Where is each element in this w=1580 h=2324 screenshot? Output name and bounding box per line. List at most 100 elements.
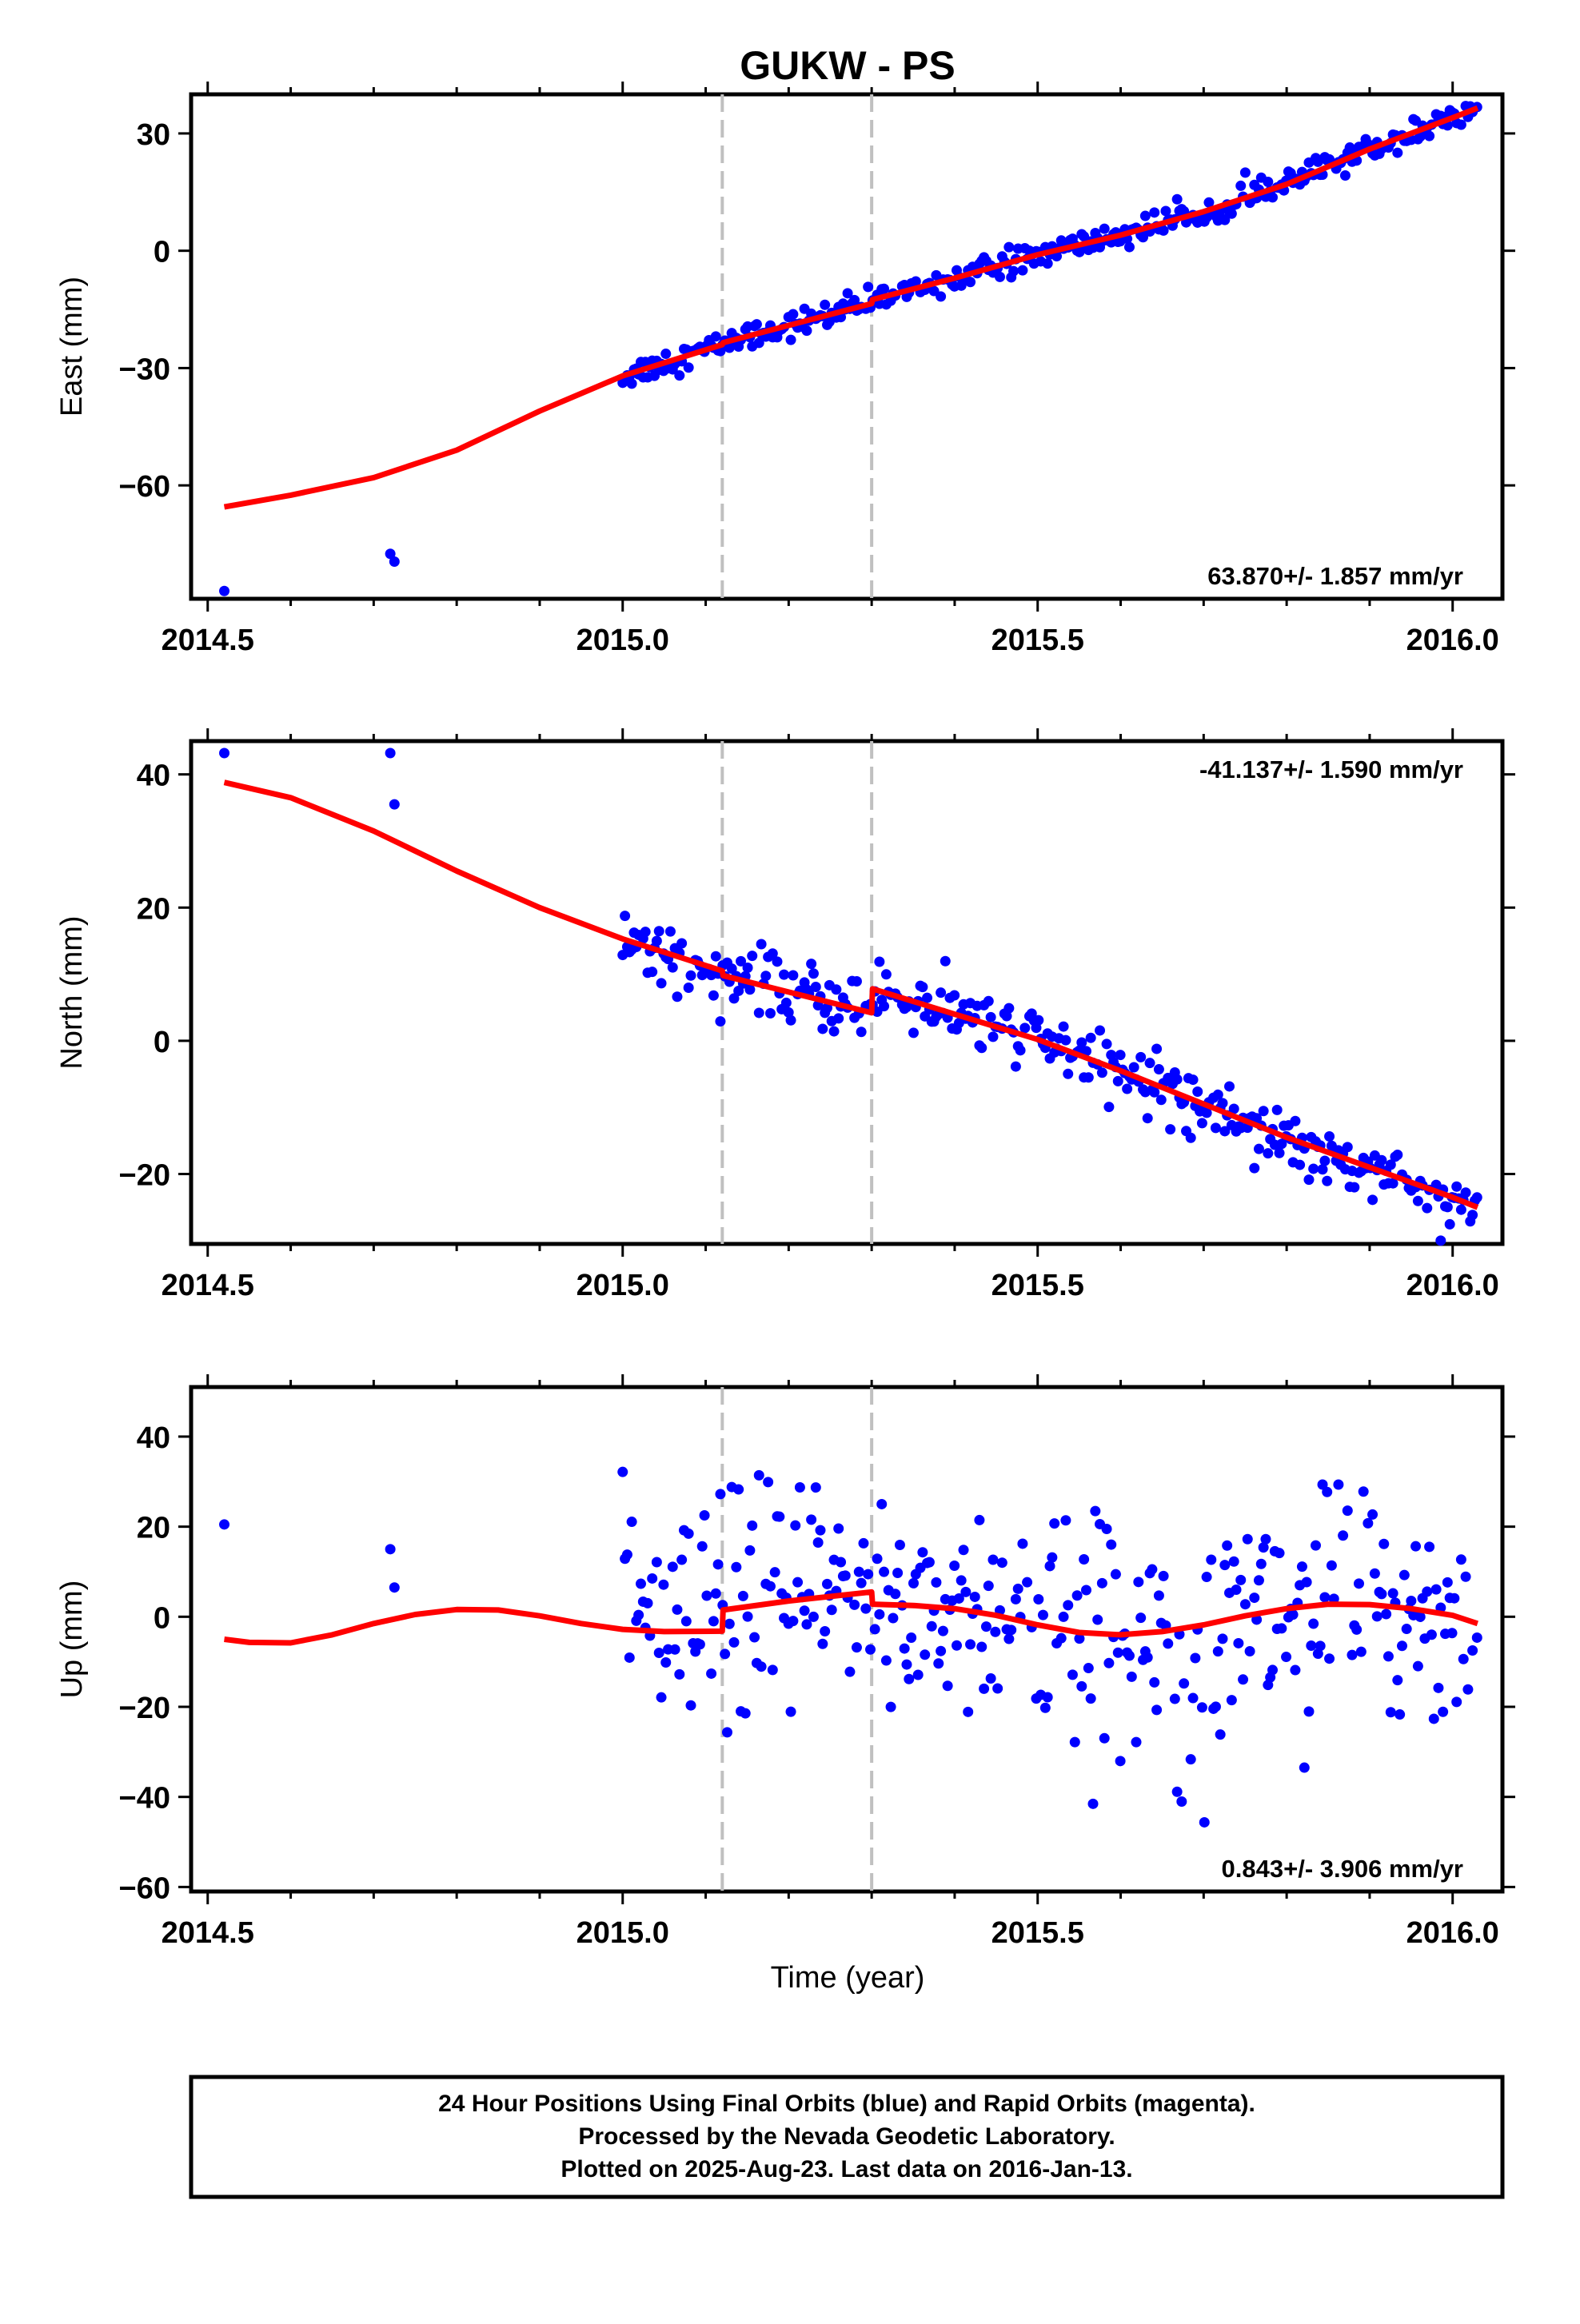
up-data-point (1317, 1479, 1328, 1490)
north-data-point (620, 911, 631, 922)
up-data-point (669, 1644, 680, 1655)
up-data-point (1022, 1577, 1033, 1588)
up-data-point (920, 1649, 931, 1660)
up-data-point (1010, 1593, 1021, 1604)
footer-line-1: 24 Hour Positions Using Final Orbits (bl… (438, 2091, 1255, 2117)
north-data-point (760, 971, 772, 982)
up-data-point (1187, 1692, 1199, 1704)
up-data-point (749, 1632, 760, 1643)
up-data-point (740, 1708, 751, 1719)
north-data-point (1101, 1038, 1112, 1050)
up-data-point (1199, 1816, 1210, 1828)
up-data-point (733, 1484, 744, 1495)
up-data-point (753, 1469, 764, 1481)
up-data-point (1376, 1589, 1387, 1600)
east-data-point (1203, 197, 1215, 208)
up-data-point (1151, 1704, 1163, 1716)
up-data-point (806, 1514, 817, 1525)
north-data-point (1083, 1072, 1094, 1083)
up-data-point (1112, 1647, 1123, 1658)
up-data-point (869, 1624, 880, 1635)
north-data-point (1258, 1106, 1269, 1117)
up-data-point (1319, 1592, 1331, 1603)
x-axis-label: Time (year) (771, 1961, 925, 1995)
up-data-point (1103, 1657, 1115, 1668)
up-data-point (1347, 1649, 1358, 1660)
north-y-tick-label: 40 (137, 759, 170, 793)
up-data-point (710, 1588, 721, 1599)
up-data-point (951, 1640, 962, 1651)
north-data-point (985, 1011, 996, 1022)
up-data-point (1049, 1518, 1060, 1529)
up-data-point (1306, 1640, 1317, 1651)
east-data-point (683, 362, 694, 373)
up-data-point (1063, 1600, 1074, 1611)
up-data-point (1433, 1682, 1444, 1693)
up-data-point (812, 1537, 824, 1549)
up-data-point (1299, 1762, 1310, 1773)
up-data-point (892, 1568, 904, 1579)
up-data-point (960, 1586, 972, 1597)
east-data-point (1149, 207, 1160, 218)
up-data-point (917, 1547, 928, 1558)
east-data-point (1055, 235, 1067, 246)
north-data-point (1253, 1143, 1264, 1154)
up-data-point (674, 1668, 685, 1680)
north-data-point (676, 938, 688, 949)
east-panel-frame (189, 92, 1505, 601)
north-data-point (1128, 1062, 1139, 1073)
up-data-point (1258, 1542, 1269, 1553)
up-y-tick-label: −20 (119, 1692, 170, 1725)
up-data-point (1110, 1569, 1121, 1580)
north-data-point (1201, 1107, 1212, 1118)
north-data-point (1142, 1113, 1153, 1124)
north-data-point (1135, 1051, 1147, 1062)
up-data-point (856, 1577, 867, 1589)
north-data-point (1196, 1118, 1207, 1129)
up-data-point (1398, 1569, 1410, 1581)
north-data-point (1019, 1022, 1031, 1034)
up-x-tick-label: 2015.0 (577, 1916, 669, 1950)
up-outlier-point (385, 1544, 396, 1555)
north-data-point (880, 969, 892, 980)
up-data-point (1401, 1624, 1412, 1635)
east-data-point (674, 370, 685, 381)
up-data-point (621, 1549, 632, 1561)
north-data-point (817, 1023, 828, 1034)
up-data-point (1328, 1593, 1339, 1604)
up-data-point (1438, 1706, 1449, 1717)
up-y-tick-label: −40 (119, 1782, 170, 1816)
east-data-point (1160, 205, 1171, 217)
north-data-point (1212, 1089, 1223, 1100)
east-model-curve (223, 105, 1479, 510)
up-data-point (1163, 1638, 1174, 1649)
north-data-point (1192, 1086, 1203, 1098)
north-data-point (833, 1013, 844, 1024)
east-data-point (863, 281, 874, 293)
north-data-point (874, 956, 885, 967)
up-data-point (1369, 1568, 1380, 1579)
north-data-point (640, 927, 651, 938)
up-data-point (1460, 1571, 1471, 1582)
north-data-point (1096, 1067, 1107, 1078)
north-data-point (1376, 1154, 1387, 1166)
north-data-point (879, 1001, 890, 1012)
north-data-point (780, 997, 792, 1008)
up-y-axis-label: Up (mm) (55, 1581, 89, 1699)
up-data-point (1123, 1650, 1135, 1661)
north-data-point (647, 967, 658, 978)
up-data-point (990, 1626, 1001, 1637)
up-data-point (1430, 1584, 1442, 1595)
up-data-point (712, 1559, 724, 1570)
east-data-point (1392, 147, 1403, 158)
up-data-point (1392, 1675, 1403, 1686)
north-data-point (1144, 1058, 1155, 1069)
north-data-point (667, 962, 678, 973)
north-data-point (708, 990, 719, 1001)
east-data-point (1171, 193, 1183, 205)
east-data-point (710, 331, 721, 342)
up-data-point (1101, 1524, 1112, 1535)
up-data-point (942, 1680, 953, 1692)
up-data-point (1249, 1593, 1260, 1604)
up-data-point (1219, 1560, 1231, 1571)
